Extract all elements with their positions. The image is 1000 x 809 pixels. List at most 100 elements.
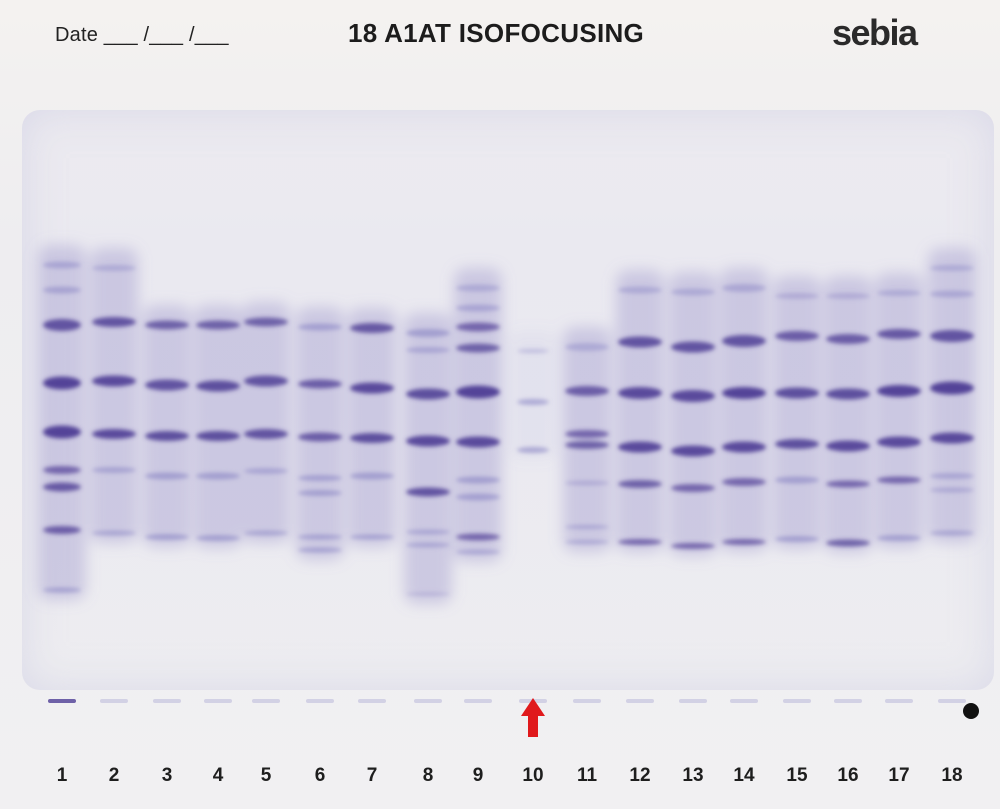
application-mark <box>306 699 334 703</box>
application-mark <box>100 699 128 703</box>
lane-smear <box>38 245 86 600</box>
gel-band <box>826 539 870 547</box>
gel-band <box>43 286 81 294</box>
gel-band <box>456 476 500 484</box>
gel-band <box>565 480 609 486</box>
gel-band <box>298 490 342 496</box>
gel-band <box>406 435 450 447</box>
gel-band <box>775 536 819 542</box>
gel-band <box>406 347 450 353</box>
gel-band <box>43 466 81 474</box>
gel-band <box>671 288 715 296</box>
gel-band <box>565 525 609 529</box>
gel-band <box>406 542 450 548</box>
gel-band <box>244 429 288 439</box>
lane-smear <box>824 276 872 553</box>
gel-band <box>517 399 549 405</box>
gel-band <box>565 430 609 438</box>
gel-band <box>92 265 136 271</box>
lane-label-2: 2 <box>108 765 120 786</box>
gel-band <box>456 385 500 399</box>
lane-label-4: 4 <box>212 765 224 786</box>
application-mark <box>783 699 811 703</box>
gel-band <box>618 336 662 348</box>
gel-band <box>826 440 870 452</box>
gel-band <box>298 547 342 553</box>
gel-band <box>298 379 342 389</box>
lane-label-3: 3 <box>161 765 173 786</box>
gel-band <box>350 534 394 540</box>
gel-band <box>456 436 500 448</box>
gel-band <box>517 349 549 353</box>
application-mark <box>626 699 654 703</box>
gel-band <box>196 380 240 392</box>
gel-band <box>722 441 766 453</box>
lane-smear <box>454 268 502 562</box>
gel-band <box>350 323 394 333</box>
gel-band <box>930 381 974 395</box>
gel-band <box>775 439 819 449</box>
gel-band <box>406 592 450 596</box>
gel-band <box>671 445 715 457</box>
lane-label-10: 10 <box>522 765 544 786</box>
gel-band <box>196 320 240 330</box>
gel-band <box>196 472 240 480</box>
gel-band <box>722 387 766 399</box>
gel-band <box>671 390 715 402</box>
page-title: 18 A1AT ISOFOCUSING <box>348 18 645 48</box>
lane-label-12: 12 <box>629 765 651 786</box>
gel-band <box>456 322 500 332</box>
application-mark <box>885 699 913 703</box>
gel-band <box>877 535 921 541</box>
sebia-logo: sebia <box>832 12 918 53</box>
gel-band <box>877 385 921 397</box>
gel-band <box>350 382 394 394</box>
gel-band <box>406 529 450 535</box>
lane-label-18: 18 <box>941 765 963 786</box>
lane-smear <box>348 308 396 547</box>
lane-label-1: 1 <box>56 765 68 786</box>
gel-band <box>456 284 500 292</box>
gel-band <box>775 387 819 399</box>
lane-smear <box>773 276 821 549</box>
gel-band <box>298 323 342 331</box>
gel-band <box>145 379 189 391</box>
gel-band <box>92 530 136 536</box>
lane-label-6: 6 <box>314 765 326 786</box>
gel-band <box>456 533 500 541</box>
lane-smear <box>404 313 452 604</box>
gel-band <box>456 343 500 353</box>
gel-band <box>43 376 81 390</box>
gel-band <box>775 293 819 299</box>
lane-label-7: 7 <box>366 765 378 786</box>
gel-band <box>775 476 819 484</box>
gel-band <box>930 530 974 536</box>
gel-band <box>565 540 609 544</box>
gel-band <box>618 441 662 453</box>
gel-band <box>618 539 662 545</box>
gel-band <box>722 284 766 292</box>
gel-band <box>930 330 974 342</box>
orientation-dot <box>963 703 979 719</box>
lane-label-17: 17 <box>888 765 910 786</box>
lane-label-13: 13 <box>682 765 704 786</box>
lane-smear <box>928 248 976 543</box>
gel-band <box>826 388 870 400</box>
lane-smear <box>563 327 611 552</box>
gel-band <box>43 482 81 492</box>
lane-smear <box>242 302 290 543</box>
arrow-up-icon <box>521 698 545 737</box>
gel-band <box>244 375 288 387</box>
gel-band <box>877 436 921 448</box>
gel-band <box>244 468 288 474</box>
lane-label-14: 14 <box>733 765 755 786</box>
lane-smear <box>875 273 923 548</box>
application-mark <box>153 699 181 703</box>
gel-band <box>244 530 288 536</box>
gel-band <box>565 343 609 351</box>
gel-band <box>43 587 81 593</box>
gel-band <box>826 334 870 344</box>
gel-band <box>43 261 81 269</box>
application-mark <box>48 699 76 703</box>
